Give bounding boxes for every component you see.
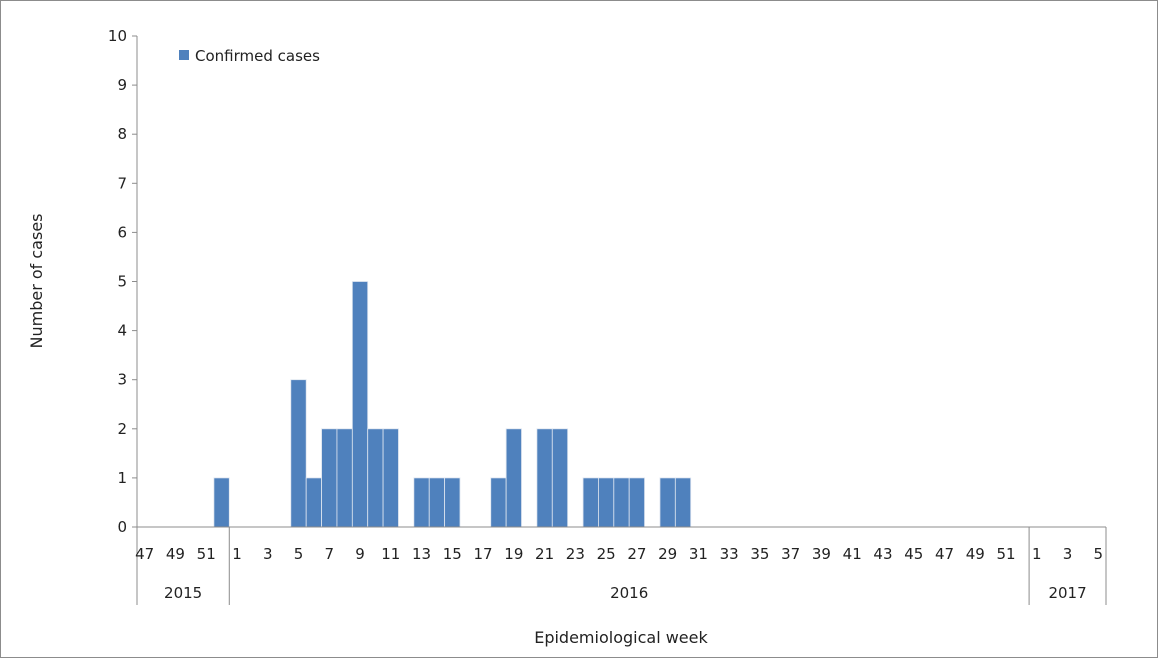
x-tick-label: 31 [689,545,708,563]
bar-2016-w25 [598,477,615,528]
bar-2016-w5 [290,379,307,528]
bar-2016-w15 [444,477,461,528]
bar-2016-w18 [490,477,507,528]
x-tick-label: 43 [873,545,892,563]
y-tick-label: 8 [117,125,127,143]
y-tick-label: 7 [117,174,127,192]
x-tick-label: 19 [504,545,523,563]
bar-2016-w24 [582,477,599,528]
y-tick-label: 3 [117,371,127,389]
x-tick-label: 1 [232,545,242,563]
x-tick-label: 35 [750,545,769,563]
x-tick-label: 5 [294,545,304,563]
x-tick-label: 3 [1063,545,1073,563]
bar-2016-w11 [382,428,399,528]
year-label-2015: 2015 [164,584,202,602]
bars-layer [213,281,692,528]
bar-2016-w19 [505,428,522,528]
x-tick-label: 9 [355,545,365,563]
bar-2016-w26 [613,477,630,528]
x-tick-label: 47 [935,545,954,563]
x-tick-label: 33 [720,545,739,563]
x-tick-label: 3 [263,545,273,563]
y-tick-label: 2 [117,420,127,438]
x-tick-label: 49 [166,545,185,563]
legend-label: Confirmed cases [195,47,320,65]
x-tick-label: 13 [412,545,431,563]
bar-2016-w9 [351,281,369,528]
x-tick-label: 27 [627,545,646,563]
bar-2016-w10 [367,428,384,528]
y-tick-label: 5 [117,273,127,291]
y-tick-label: 4 [117,322,127,340]
x-tick-label: 25 [597,545,616,563]
y-tick-label: 10 [108,27,127,45]
x-tick-label: 17 [474,545,493,563]
bar-2016-w14 [428,477,446,528]
bar-2016-w7 [321,428,338,528]
bar-2016-w30 [674,477,692,528]
x-tick-label: 47 [135,545,154,563]
bar-2016-w8 [336,428,353,528]
x-tick-label: 1 [1032,545,1042,563]
x-tick-label: 51 [996,545,1015,563]
bar-2016-w22 [551,428,569,528]
x-tick-label: 45 [904,545,923,563]
bar-2015-w52 [213,477,230,528]
x-tick-label: 11 [381,545,400,563]
y-tick-label: 1 [117,469,127,487]
legend: Confirmed cases [179,47,320,65]
y-tick-label: 9 [117,76,127,94]
y-tick-label: 0 [117,518,127,536]
bar-2016-w21 [536,428,553,528]
year-label-2017: 2017 [1048,584,1086,602]
x-tick-label: 37 [781,545,800,563]
year-label-2016: 2016 [610,584,648,602]
x-tick-label: 5 [1094,545,1104,563]
bar-2016-w13 [413,477,430,528]
bar-2016-w29 [659,477,676,528]
x-tick-label: 23 [566,545,585,563]
x-tick-label: 51 [197,545,216,563]
y-axis-title: Number of cases [27,214,46,349]
x-tick-label: 41 [843,545,862,563]
legend-swatch [179,50,189,60]
x-tick-label: 21 [535,545,554,563]
x-tick-label: 49 [966,545,985,563]
bar-2016-w6 [305,477,322,528]
x-tick-label: 29 [658,545,677,563]
x-axis-title: Epidemiological week [534,628,708,647]
x-tick-label: 39 [812,545,831,563]
y-axis: 0 1 2 3 4 5 6 7 8 9 10 [108,27,138,536]
y-tick-label: 6 [117,223,127,241]
x-tick-label: 15 [443,545,462,563]
x-tick-label: 7 [324,545,334,563]
bar-2016-w27 [628,477,645,528]
